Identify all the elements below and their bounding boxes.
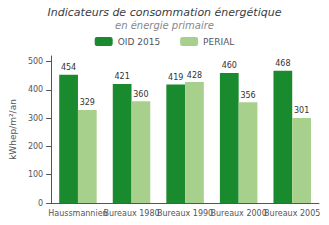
svg-text:454: 454 (61, 63, 76, 72)
svg-text:400: 400 (28, 85, 43, 94)
svg-text:200: 200 (28, 142, 43, 151)
svg-text:Bureaux 1980: Bureaux 1980 (103, 209, 159, 218)
svg-text:300: 300 (28, 114, 43, 123)
svg-text:428: 428 (187, 71, 202, 80)
svg-text:419: 419 (168, 73, 183, 82)
svg-text:Bureaux 2005: Bureaux 2005 (264, 209, 320, 218)
svg-text:460: 460 (222, 61, 237, 70)
svg-text:421: 421 (115, 72, 130, 81)
svg-text:301: 301 (294, 106, 309, 115)
svg-text:100: 100 (28, 170, 43, 179)
svg-text:en énergie primaire: en énergie primaire (115, 20, 214, 31)
svg-text:356: 356 (240, 91, 255, 100)
svg-text:Bureaux 1990: Bureaux 1990 (157, 209, 213, 218)
svg-text:PERIAL: PERIAL (203, 37, 234, 47)
svg-text:468: 468 (275, 59, 290, 68)
svg-text:OID 2015: OID 2015 (118, 37, 160, 47)
svg-text:kWhep/m²/an: kWhep/m²/an (8, 99, 18, 160)
svg-text:500: 500 (28, 57, 43, 66)
svg-text:Indicateurs de consommation én: Indicateurs de consommation énergétique (48, 6, 282, 19)
svg-text:0: 0 (38, 199, 43, 208)
svg-text:Bureaux 2000: Bureaux 2000 (211, 209, 267, 218)
svg-text:360: 360 (133, 90, 148, 99)
svg-text:329: 329 (80, 98, 95, 107)
svg-text:Haussmannien: Haussmannien (48, 209, 107, 218)
